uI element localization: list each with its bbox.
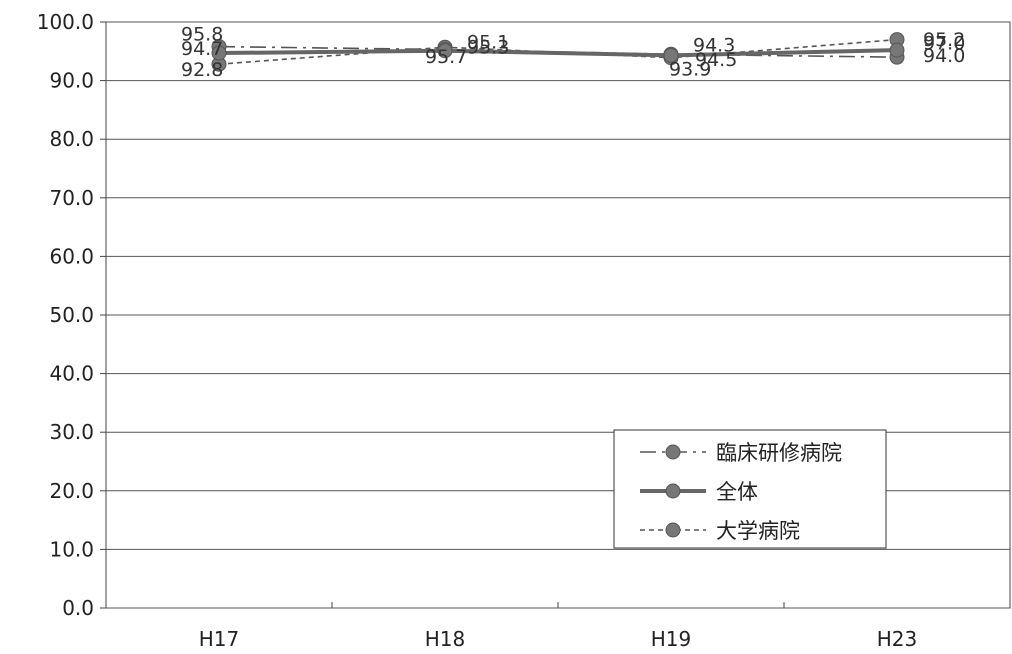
legend-label: 全体 [716,480,758,504]
data-label: 95.7 [425,46,467,68]
y-axis-ticks: 0.0 10.0 20.0 30.0 40.0 50.0 60.0 70.0 80.0 90.0 1… [37,10,106,620]
legend-marker-0 [665,444,681,460]
legend-label: 大学病院 [716,519,800,543]
x-tick-label: H17 [199,627,240,651]
series-point-1 [437,43,453,59]
data-label: 93.9 [669,59,711,81]
series-point-1 [889,42,905,58]
y-tick-label: 100.0 [37,10,94,34]
data-label: 97.0 [923,33,965,55]
series-group [211,32,905,72]
y-tick-label: 40.0 [49,362,94,386]
data-label: 94.7 [181,38,223,60]
data-label: 95.1 [467,32,509,54]
y-tick-label: 80.0 [49,127,94,151]
x-tick-label: H23 [877,627,918,651]
y-tick-label: 70.0 [49,186,94,210]
data-label: 92.8 [181,59,223,81]
y-tick-label: 20.0 [49,479,94,503]
x-tick-label: H19 [651,627,692,651]
data-label: 94.5 [695,49,737,71]
data-label: 95.8 [181,24,223,46]
data-labels: 95.8 95.3 94.5 94.0 94.7 95.1 94.3 95.2 92.8 95.7… [181,24,965,82]
y-tick-label: 0.0 [62,596,94,620]
data-label: 94.0 [923,45,965,67]
series-line-0 [218,45,898,58]
y-tick-label: 10.0 [49,537,94,561]
data-label: 95.3 [467,37,509,59]
y-tick-label: 50.0 [49,303,94,327]
x-tick-label: H18 [425,627,466,651]
legend-marker-2 [665,522,681,538]
x-axis-ticks: H17 H18 H19 H23 [199,602,918,651]
legend-label: 臨床研修病院 [716,441,842,465]
legend-marker-1 [665,483,681,499]
gridlines [106,21,1010,609]
data-label: 94.3 [693,34,735,56]
y-tick-label: 90.0 [49,69,94,93]
series-line-1 [218,48,898,58]
y-tick-label: 30.0 [49,420,94,444]
series-point-1 [211,45,227,61]
data-label: 95.2 [923,29,965,51]
series-point-1 [663,47,679,63]
y-tick-label: 60.0 [49,244,94,268]
